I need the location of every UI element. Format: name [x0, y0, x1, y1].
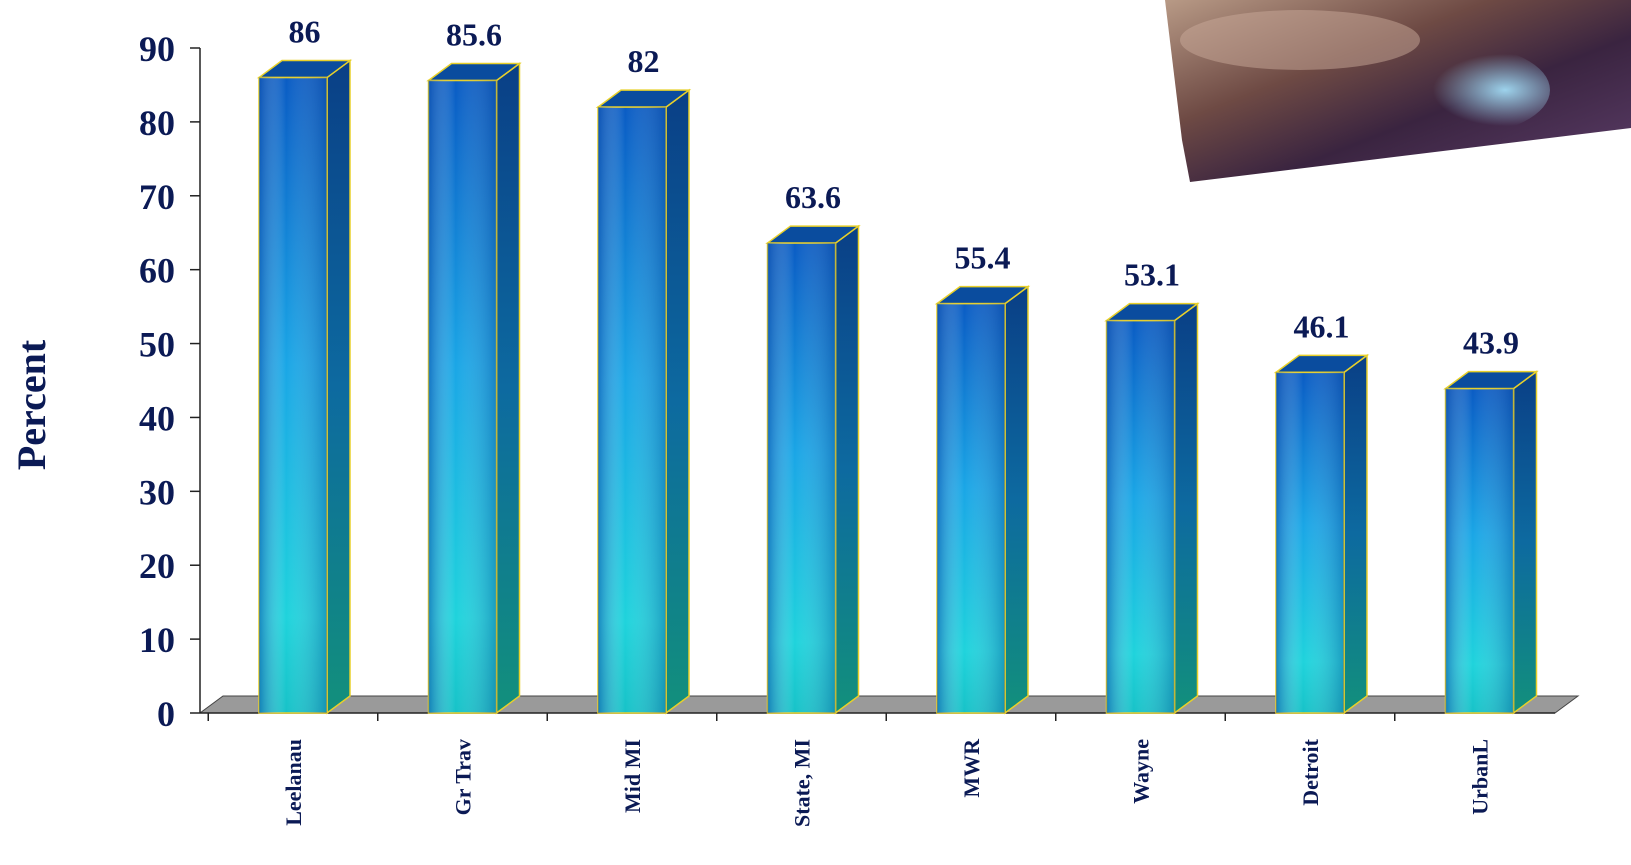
chart-floor: [198, 695, 1580, 714]
bar-shade: [428, 80, 497, 713]
bar-shade: [1106, 320, 1175, 713]
bar-side: [495, 62, 521, 715]
x-tick-label: Mid MI: [620, 739, 645, 813]
y-tick-label: 50: [139, 325, 175, 365]
value-label: 86: [289, 14, 321, 50]
bar: [1104, 302, 1200, 715]
value-label: 55.4: [955, 240, 1011, 276]
bar: [1273, 353, 1370, 715]
value-label: 53.1: [1124, 257, 1180, 293]
bar: [426, 62, 522, 715]
photo-image: [1165, 0, 1631, 182]
x-axis-labels: Leelanau Gr Trav Mid MI State, MI MWR Wayne De…: [281, 738, 1493, 827]
bars: [256, 59, 1539, 715]
bar-shade: [259, 77, 327, 714]
bar-side: [1004, 285, 1029, 715]
x-tick-label: State, MI: [790, 739, 815, 827]
y-tick-label: 30: [139, 472, 175, 512]
x-tick-label: Wayne: [1129, 739, 1154, 804]
value-label: 82: [628, 43, 660, 79]
bar-side: [665, 88, 690, 715]
y-tick-label: 0: [157, 694, 175, 734]
x-tick-label: Leelanau: [281, 739, 306, 826]
y-tick-label: 40: [139, 398, 175, 438]
bar: [934, 285, 1031, 715]
bar-side: [326, 59, 351, 715]
x-tick-label: Gr Trav: [451, 739, 476, 815]
bar-shade: [1276, 372, 1344, 713]
y-tick-label: 70: [139, 177, 175, 217]
bar-side: [1173, 302, 1199, 715]
value-label: 43.9: [1463, 325, 1519, 361]
x-tick-label: MWR: [959, 738, 984, 798]
y-tick-label: 10: [139, 620, 175, 660]
bar-shade: [937, 303, 1005, 713]
bar-side: [1512, 370, 1538, 715]
y-tick-label: 80: [139, 103, 175, 143]
bar-side: [834, 224, 860, 715]
y-axis: 0 10 20 30 40 50 60 70 80 90: [139, 29, 1555, 734]
bar: [765, 224, 861, 715]
bar: [595, 88, 692, 715]
bar-shade: [1445, 388, 1514, 713]
value-label: 63.6: [785, 179, 841, 215]
bar-shade: [598, 107, 666, 714]
floor-plane: [198, 695, 1580, 714]
bar: [1443, 370, 1539, 715]
value-label: 46.1: [1294, 308, 1350, 344]
y-axis-title: Percent: [9, 339, 54, 470]
value-label: 85.6: [446, 17, 502, 53]
bar-side: [1343, 353, 1368, 715]
y-tick-label: 20: [139, 546, 175, 586]
x-tick-label: UrbanL: [1468, 739, 1493, 815]
value-labels: 86 85.6 82 63.6 55.4 53.1 46.1 43.9: [289, 14, 1520, 361]
bar: [256, 59, 353, 715]
y-tick-label: 60: [139, 251, 175, 291]
bar-shade: [767, 243, 836, 714]
y-tick-label: 90: [139, 29, 175, 69]
x-tick-label: Detroit: [1298, 738, 1323, 805]
